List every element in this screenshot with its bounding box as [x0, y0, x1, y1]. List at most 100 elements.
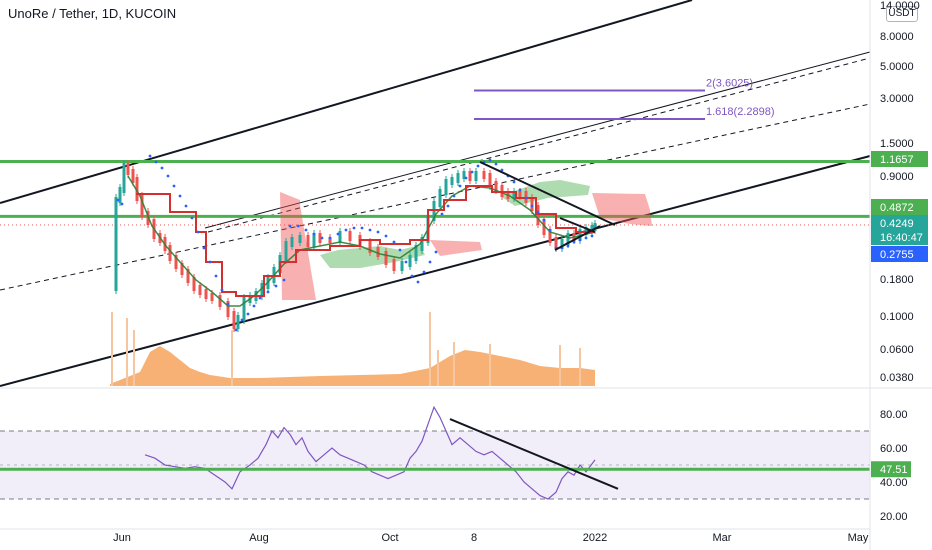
candle-body: [306, 235, 310, 247]
psar-dot: [530, 204, 534, 208]
candle-body: [174, 255, 178, 269]
fib-level-label: 1.618(2.2898): [706, 106, 775, 118]
psar-dot: [360, 226, 364, 230]
candle-body: [338, 231, 342, 243]
psar-dot: [154, 160, 158, 164]
price-panel: 2(3.6025) 1.618(2.2898): [0, 0, 871, 387]
candle-body: [542, 219, 546, 235]
rsi-trend-line: [449, 418, 619, 490]
psar-dot: [282, 278, 286, 282]
psar-dot: [392, 240, 396, 244]
psar-dot: [220, 288, 224, 292]
candle-body: [192, 277, 196, 291]
psar-dot: [428, 260, 432, 264]
x-tick-label: Jun: [113, 532, 131, 544]
psar-dot: [240, 318, 244, 322]
candle-body: [560, 239, 564, 249]
candle-body: [474, 171, 478, 181]
price-tag: 0.2755: [871, 246, 928, 262]
psar-dot: [470, 170, 474, 174]
psar-dot: [368, 228, 372, 232]
rsi-tag-box: [871, 461, 911, 478]
psar-dot: [202, 246, 206, 250]
candle-body: [512, 191, 516, 199]
candle-body: [135, 177, 139, 201]
psar-dot: [184, 204, 188, 208]
candle-body: [198, 285, 202, 295]
rsi-tag-label: 47.51: [880, 464, 908, 476]
channel-upper-solid: [204, 51, 871, 229]
y-tick-label: 14.0000: [880, 0, 920, 12]
price-tag-label: 0.4249: [880, 218, 914, 230]
chart-title: UnoRe / Tether, 1D, KUCOIN: [8, 6, 177, 21]
candle-body: [131, 169, 135, 183]
rsi-tick-label: 80.00: [880, 409, 908, 421]
channel-mid-line: [0, 103, 871, 291]
price-tag-box: [871, 215, 928, 231]
psar-dot: [312, 232, 316, 236]
psar-dot: [422, 270, 426, 274]
candle-body: [530, 197, 534, 211]
y-tick-label: 0.0600: [880, 344, 914, 356]
channel-top-line: [0, 0, 693, 204]
psar-dot: [246, 312, 250, 316]
y-tick-label: 1.5000: [880, 138, 914, 150]
x-tick-label: Oct: [381, 532, 398, 544]
candle-body: [312, 233, 316, 247]
price-tag-label: 1.1657: [880, 154, 914, 166]
psar-dot: [590, 234, 594, 238]
candle-body: [590, 225, 594, 233]
ichimoku-cloud: [592, 193, 652, 226]
psar-dot: [476, 164, 480, 168]
candle-body: [242, 297, 246, 321]
psar-dot: [566, 244, 570, 248]
psar-dot: [304, 228, 308, 232]
fib-level-label: 2(3.6025): [706, 77, 753, 89]
channel-mid-line-2: [207, 57, 871, 233]
pattern-line: [559, 217, 596, 233]
psar-dot: [500, 168, 504, 172]
psar-dot: [404, 260, 408, 264]
candle-body: [118, 187, 122, 203]
psar-dot: [120, 202, 124, 206]
candle-body: [114, 197, 118, 291]
candle-body: [284, 241, 288, 261]
candle-body: [210, 293, 214, 301]
y-tick-label: 8.0000: [880, 31, 914, 43]
psar-dot: [160, 166, 164, 170]
rsi-tick-label: 40.00: [880, 477, 908, 489]
psar-dot: [494, 162, 498, 166]
candle-body: [298, 235, 302, 243]
psar-dot: [352, 226, 356, 230]
y-tick-label: 0.9000: [880, 171, 914, 183]
psar-dot: [148, 154, 152, 158]
channel-bottom-line: [0, 155, 871, 387]
pattern-line: [479, 161, 616, 226]
currency-button[interactable]: USDT: [886, 6, 918, 22]
x-tick-label: May: [848, 532, 869, 544]
price-tag-box: [871, 151, 928, 167]
candle-body: [232, 311, 236, 329]
candle-body: [400, 261, 404, 271]
price-tag-box: [871, 199, 928, 215]
price-tag-label: 16:40:47: [880, 232, 923, 244]
psar-dot: [296, 224, 300, 228]
psar-dot: [446, 204, 450, 208]
psar-dot: [488, 158, 492, 162]
candle-body: [168, 245, 172, 261]
candle-body: [368, 241, 372, 253]
psar-dot: [536, 210, 540, 214]
psar-dot: [190, 216, 194, 220]
price-tag-label: 0.2755: [880, 249, 914, 261]
price-tag-label: 0.4872: [880, 202, 914, 214]
rsi-tick-label: 20.00: [880, 511, 908, 523]
psar-dot: [344, 228, 348, 232]
ichimoku-cloud: [320, 245, 425, 268]
psar-dot: [252, 304, 256, 308]
psar-dot: [258, 296, 262, 300]
candle-body: [408, 255, 412, 267]
psar-dot: [458, 184, 462, 188]
psar-dot: [512, 180, 516, 184]
price-tag-box: [871, 246, 928, 262]
